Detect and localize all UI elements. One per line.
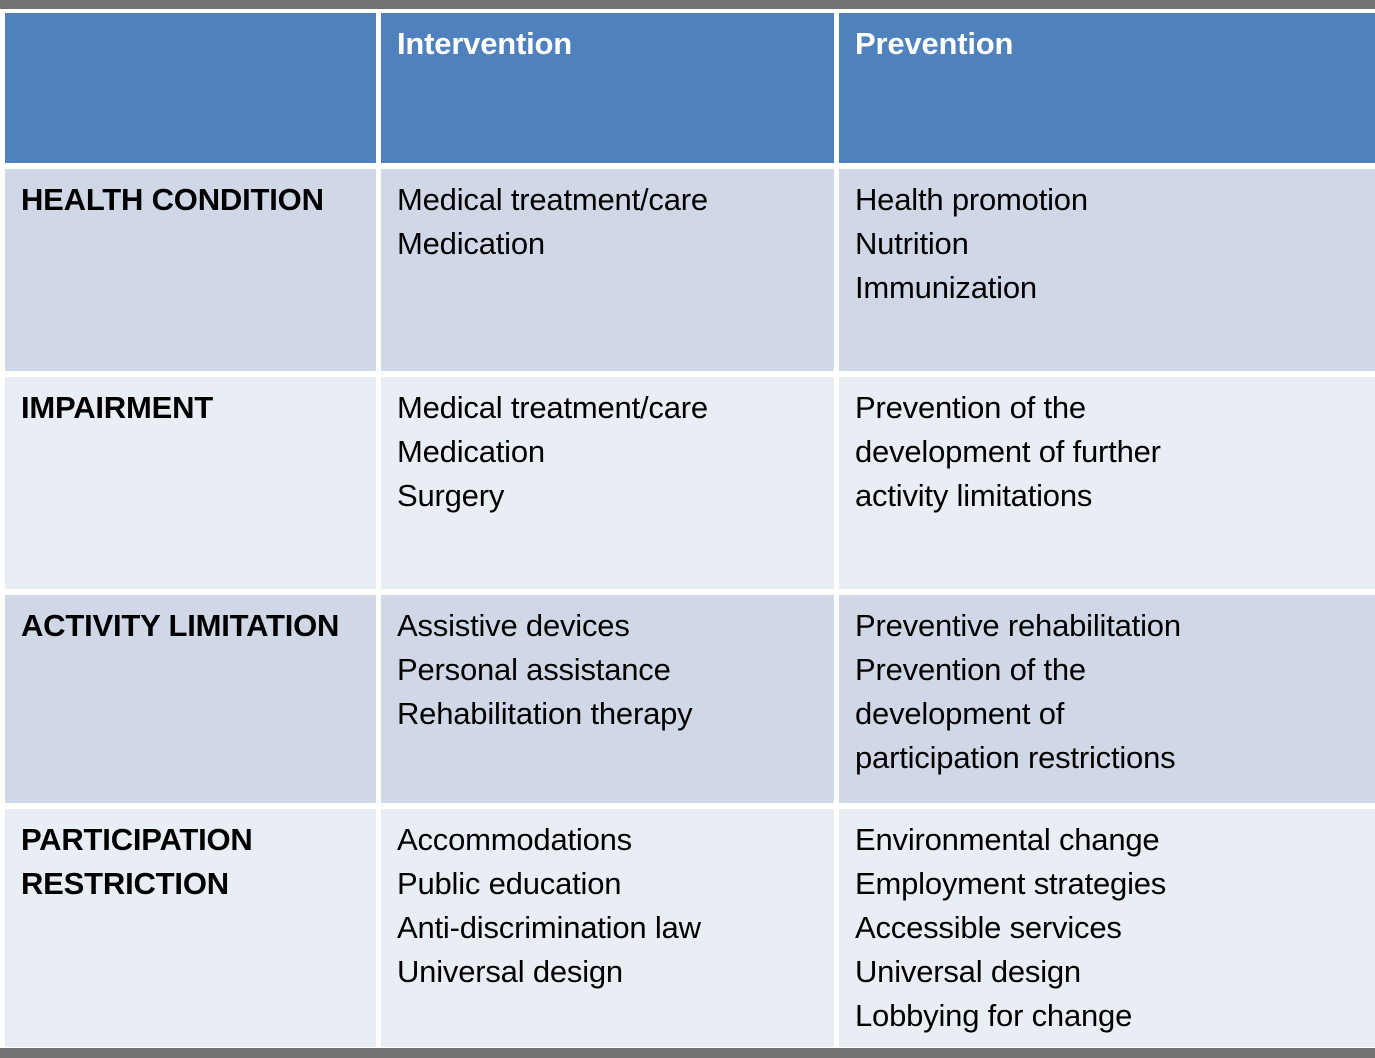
prevention-cell-activity-limitation: Preventive rehabilitation Prevention of … <box>839 595 1375 803</box>
prevention-cell-participation-restriction: Environmental change Employment strategi… <box>839 809 1375 1047</box>
intervention-cell-impairment: Medical treatment/care Medication Surger… <box>381 377 834 589</box>
slide-top-border <box>0 0 1375 9</box>
row-label-activity-limitation: ACTIVITY LIMITATION <box>5 595 376 803</box>
header-corner-cell <box>5 13 376 163</box>
prevention-cell-impairment: Prevention of the development of further… <box>839 377 1375 589</box>
icf-intervention-prevention-table: Intervention Prevention HEALTH CONDITION… <box>0 13 1375 1047</box>
header-prevention-cell: Prevention <box>839 13 1375 163</box>
intervention-cell-health-condition: Medical treatment/care Medication <box>381 169 834 371</box>
prevention-cell-health-condition: Health promotion Nutrition Immunization <box>839 169 1375 371</box>
header-intervention-cell: Intervention <box>381 13 834 163</box>
row-label-health-condition: HEALTH CONDITION <box>5 169 376 371</box>
intervention-cell-participation-restriction: Accommodations Public education Anti-dis… <box>381 809 834 1047</box>
intervention-cell-activity-limitation: Assistive devices Personal assistance Re… <box>381 595 834 803</box>
row-label-participation-restriction: PARTICIPATION RESTRICTION <box>5 809 376 1047</box>
slide-bottom-border <box>0 1048 1375 1058</box>
row-label-impairment: IMPAIRMENT <box>5 377 376 589</box>
